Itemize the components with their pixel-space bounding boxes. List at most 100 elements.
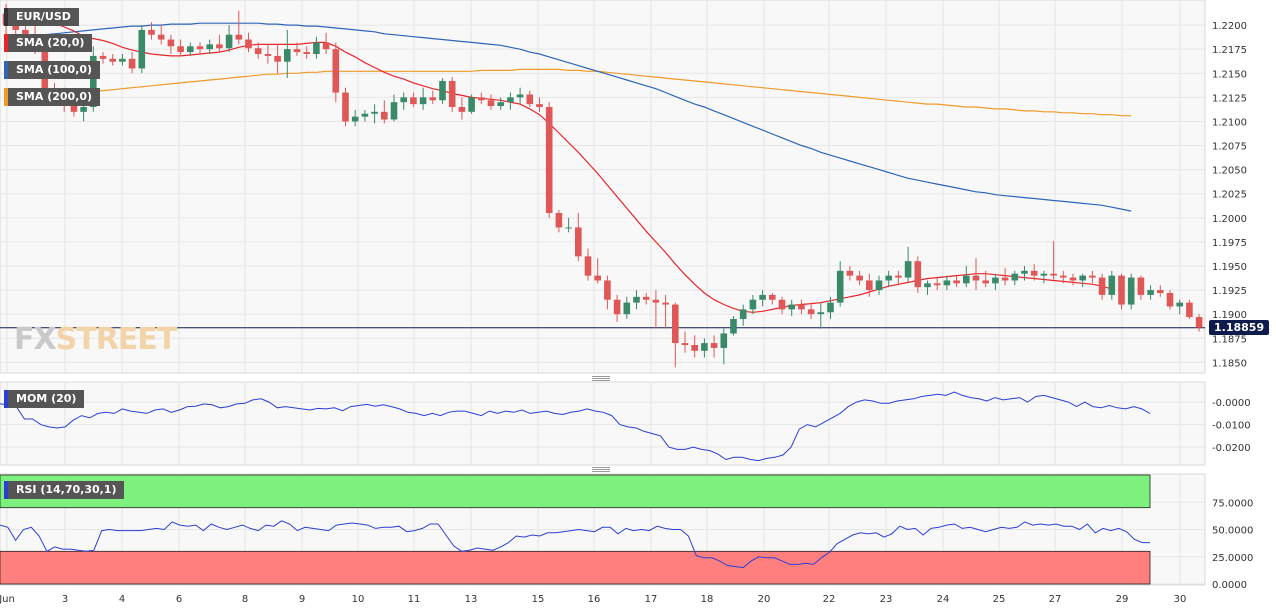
candle-body (1060, 275, 1067, 278)
rsi-bands (0, 474, 1151, 585)
y-tick-label: 1.1875 (1212, 334, 1247, 345)
candle-body (1137, 277, 1145, 295)
candle-body (633, 296, 640, 303)
legend-sma200-label: SMA (200,0) (16, 90, 93, 103)
candle-body (381, 111, 388, 120)
candle-body (623, 302, 631, 315)
panel-resize-handle-2[interactable] (592, 466, 610, 472)
x-tick-label: 29 (1116, 594, 1129, 605)
candle-body (565, 227, 572, 229)
panel-resize-handle-1[interactable] (592, 375, 610, 381)
x-tick-label: 18 (701, 594, 714, 605)
candle-body (798, 304, 805, 310)
candle-body (584, 256, 592, 276)
candle-body (313, 42, 320, 54)
candle-body (1098, 277, 1106, 295)
legend-pair-label: EUR/USD (16, 10, 71, 23)
rsi-oversold-band (0, 550, 1151, 585)
rsi-line (0, 520, 1150, 569)
legend-sma100-label: SMA (100,0) (16, 63, 93, 76)
candle-body (575, 227, 582, 257)
x-tick-label: 22 (823, 594, 836, 605)
candle-body (1050, 273, 1057, 276)
candle-body (419, 97, 427, 105)
y-tick-label: 1.2150 (1212, 69, 1247, 80)
candle-body (157, 34, 165, 40)
candle-body (972, 275, 980, 281)
candle-body (429, 97, 437, 101)
x-tick-label: 24 (937, 594, 950, 605)
candle-body (963, 275, 970, 284)
y-tick-label: 1.2025 (1212, 190, 1247, 201)
candle-body (895, 275, 902, 278)
legend-sma100[interactable]: SMA (100,0) (4, 61, 101, 79)
candle-body (1079, 275, 1086, 281)
candle-body (1021, 270, 1028, 274)
candle-body (478, 97, 485, 101)
candle-body (400, 97, 407, 103)
x-tick-label: 23 (880, 594, 893, 605)
candle-body (516, 94, 524, 98)
candle-body (555, 213, 563, 228)
candle-body (1166, 292, 1174, 307)
legend-sma200[interactable]: SMA (200,0) (4, 88, 101, 106)
candle-body (119, 58, 126, 62)
candle-body (1011, 273, 1019, 281)
candle-body (594, 275, 601, 281)
x-tick-label: 17 (645, 594, 658, 605)
candle-body (807, 309, 815, 315)
y-tick-label: 1.2125 (1212, 93, 1247, 104)
candle-body (80, 107, 87, 112)
candle-body (681, 343, 689, 346)
y-tick-label: 1.2075 (1212, 142, 1247, 153)
y-tick-label: 1.1950 (1212, 262, 1247, 273)
x-tick-label: Jun (0, 594, 15, 605)
candle-body (12, 25, 19, 30)
candle-body (225, 34, 233, 49)
candle-body (128, 58, 136, 69)
legend-rsi[interactable]: RSI (14,70,30,1) (4, 481, 125, 499)
candle-body (361, 113, 369, 117)
legend-mom[interactable]: MOM (20) (4, 390, 85, 408)
candle-body (90, 55, 97, 107)
candle-body (613, 299, 621, 315)
candle-body (1186, 302, 1193, 318)
candle-body (604, 280, 611, 300)
candle-body (1176, 302, 1183, 307)
main-panel-bg (0, 0, 1206, 374)
candle-body (1147, 290, 1154, 295)
candle-body (458, 107, 466, 112)
candle-body (167, 39, 175, 47)
candle-body (303, 52, 310, 54)
sma100-line (5, 22, 1132, 212)
y-tick-label: 1.1925 (1212, 286, 1247, 297)
candle-body (274, 55, 281, 62)
candle-body (933, 283, 941, 286)
legend-sma20-label: SMA (20,0) (16, 36, 85, 49)
x-tick-label: 11 (408, 594, 421, 605)
candle-body (953, 280, 960, 284)
legend-sma20[interactable]: SMA (20,0) (4, 34, 93, 52)
y-tick-label: 1.1975 (1212, 238, 1247, 249)
candle-body (642, 296, 650, 300)
candle-body (875, 280, 883, 291)
candle-body (487, 100, 495, 107)
candle-body (507, 97, 514, 103)
candle-body (351, 116, 359, 122)
x-tick-label: 20 (758, 594, 771, 605)
legend-mom-label: MOM (20) (16, 392, 77, 405)
candle-body (99, 55, 107, 59)
candle-body (322, 42, 330, 50)
legend-pair[interactable]: EUR/USD (4, 8, 79, 26)
x-tick-label: 6 (176, 594, 182, 605)
rsi-y-tick-label: 50.0000 (1212, 526, 1253, 537)
candle-body (1001, 277, 1009, 281)
y-tick-label: 1.2175 (1212, 45, 1247, 56)
y-tick-label: 1.2200 (1212, 21, 1247, 32)
candle-body (1118, 275, 1125, 305)
candle-body (448, 80, 456, 107)
candle-body (439, 80, 446, 101)
y-tick-label: 1.2000 (1212, 214, 1247, 225)
candle-body (739, 309, 747, 319)
mom-line (0, 391, 1151, 462)
